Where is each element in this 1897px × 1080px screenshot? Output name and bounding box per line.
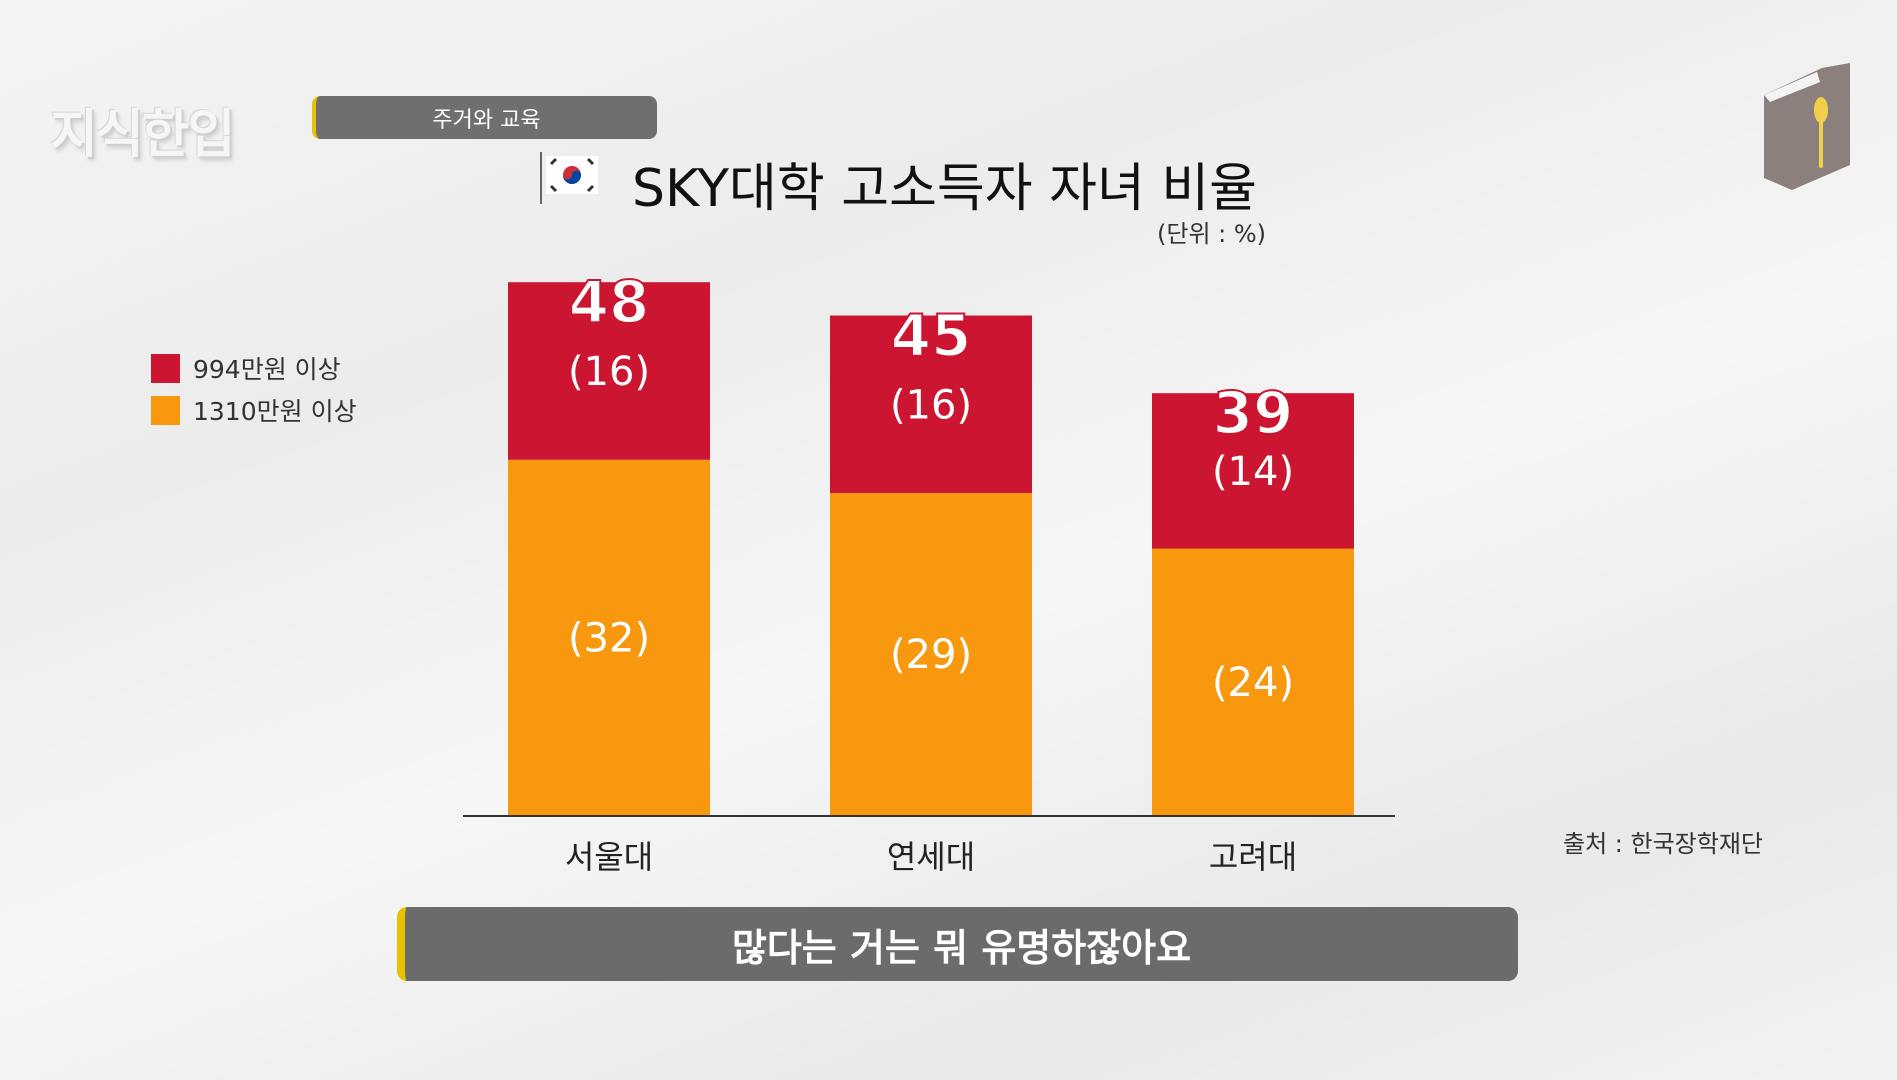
bar-segment bbox=[830, 493, 1032, 815]
legend-item-994: 994만원 이상 bbox=[151, 350, 341, 386]
segment-label: (16) bbox=[568, 349, 650, 395]
subtitle-caption: 많다는 거는 뭐 유명하잖아요 bbox=[397, 907, 1518, 981]
bar-segment bbox=[508, 282, 710, 460]
legend-swatch bbox=[151, 395, 180, 425]
segment-label: (32) bbox=[568, 615, 650, 661]
category-label: 고려대 bbox=[1209, 838, 1297, 876]
segment-label: (14) bbox=[1212, 449, 1294, 495]
legend-item-1310: 1310만원 이상 bbox=[151, 392, 357, 428]
legend-label: 994만원 이상 bbox=[193, 355, 341, 384]
category-label: 서울대 bbox=[565, 838, 653, 876]
segment-label: (16) bbox=[890, 382, 972, 428]
segment-label: (29) bbox=[890, 632, 972, 678]
source-note: 출처 : 한국장학재단 bbox=[1563, 830, 1763, 858]
category-label: 연세대 bbox=[887, 838, 975, 876]
segment-label: (24) bbox=[1212, 660, 1294, 706]
unit-label: (단위 : %) bbox=[1157, 220, 1267, 248]
korean-flag-icon bbox=[540, 152, 598, 204]
bar-segment bbox=[830, 315, 1032, 494]
bar-segment bbox=[1152, 393, 1354, 549]
topic-label: 주거와 교육 bbox=[312, 96, 657, 139]
chart-title: SKY대학 고소득자 자녀 비율 bbox=[632, 159, 1258, 219]
book-spoon-icon bbox=[1764, 63, 1850, 190]
channel-logo: 지식한입 bbox=[50, 105, 235, 165]
legend-swatch bbox=[151, 353, 180, 383]
total-label: 45 bbox=[891, 302, 972, 370]
bar-segment bbox=[508, 459, 710, 815]
legend-label: 1310만원 이상 bbox=[193, 397, 357, 426]
total-label: 39 bbox=[1213, 379, 1294, 447]
total-label: 48 bbox=[569, 268, 650, 336]
bar-segment bbox=[1152, 548, 1354, 815]
